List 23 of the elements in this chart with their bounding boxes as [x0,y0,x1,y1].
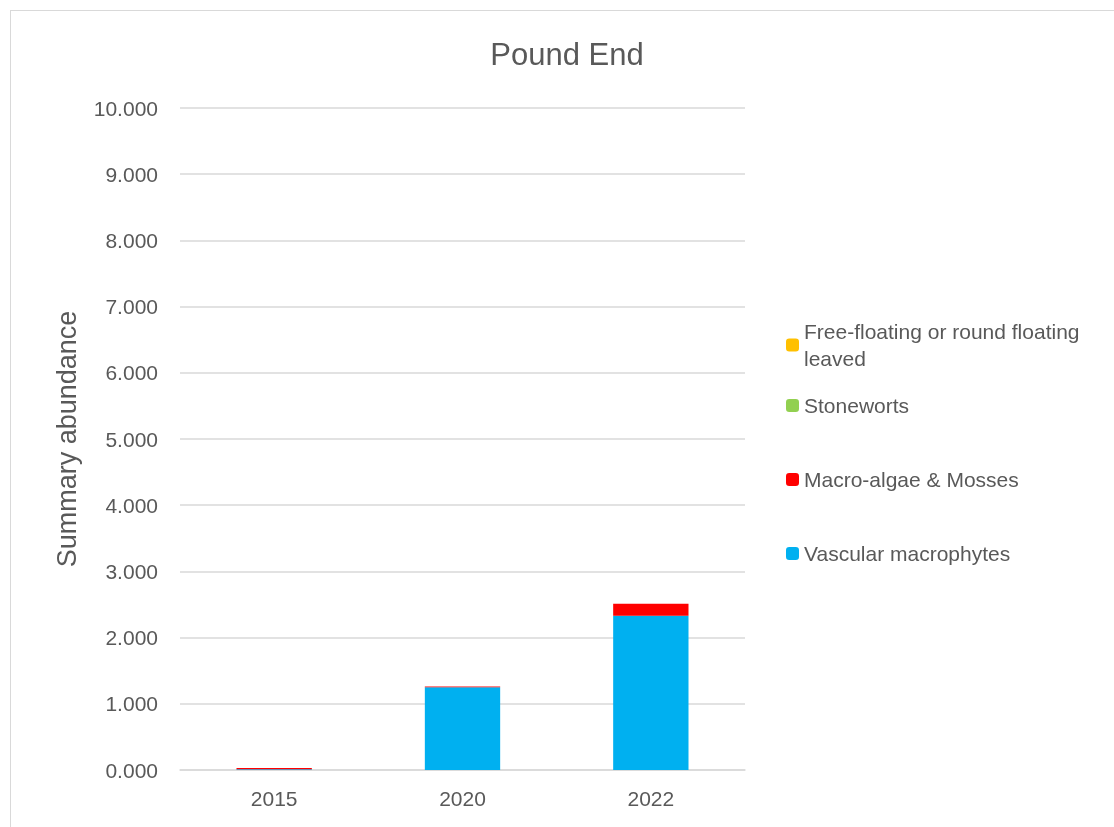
legend-label: Macro-algae & Mosses [804,468,1019,491]
y-tick-label: 8.000 [105,228,158,252]
y-tick-label: 9.000 [105,162,158,186]
y-tick-label: 3.000 [105,559,158,583]
y-tick-label: 6.000 [105,361,158,385]
y-tick-label: 2.000 [105,626,158,650]
x-tick-label: 2022 [627,787,675,810]
x-tick-label: 2020 [439,787,486,810]
y-tick-label: 0.000 [105,758,158,782]
bar [613,615,689,770]
y-tick-label: 1.000 [105,692,158,716]
x-tick-label: 2015 [250,787,298,810]
bar [613,603,689,616]
chart-title: Pound End [490,37,644,72]
y-tick-label: 10.000 [93,96,158,120]
y-tick-label: 7.000 [105,295,158,319]
bar [424,687,501,770]
legend-label: Free-floating or round floating leaved [804,320,1086,370]
y-tick-label: 4.000 [105,493,158,517]
legend-label: Vascular macrophytes [804,542,1011,565]
legend-label: Stoneworts [804,394,910,417]
y-axis-title: Summary abundance [51,310,82,568]
y-tick-label: 5.000 [105,427,158,451]
